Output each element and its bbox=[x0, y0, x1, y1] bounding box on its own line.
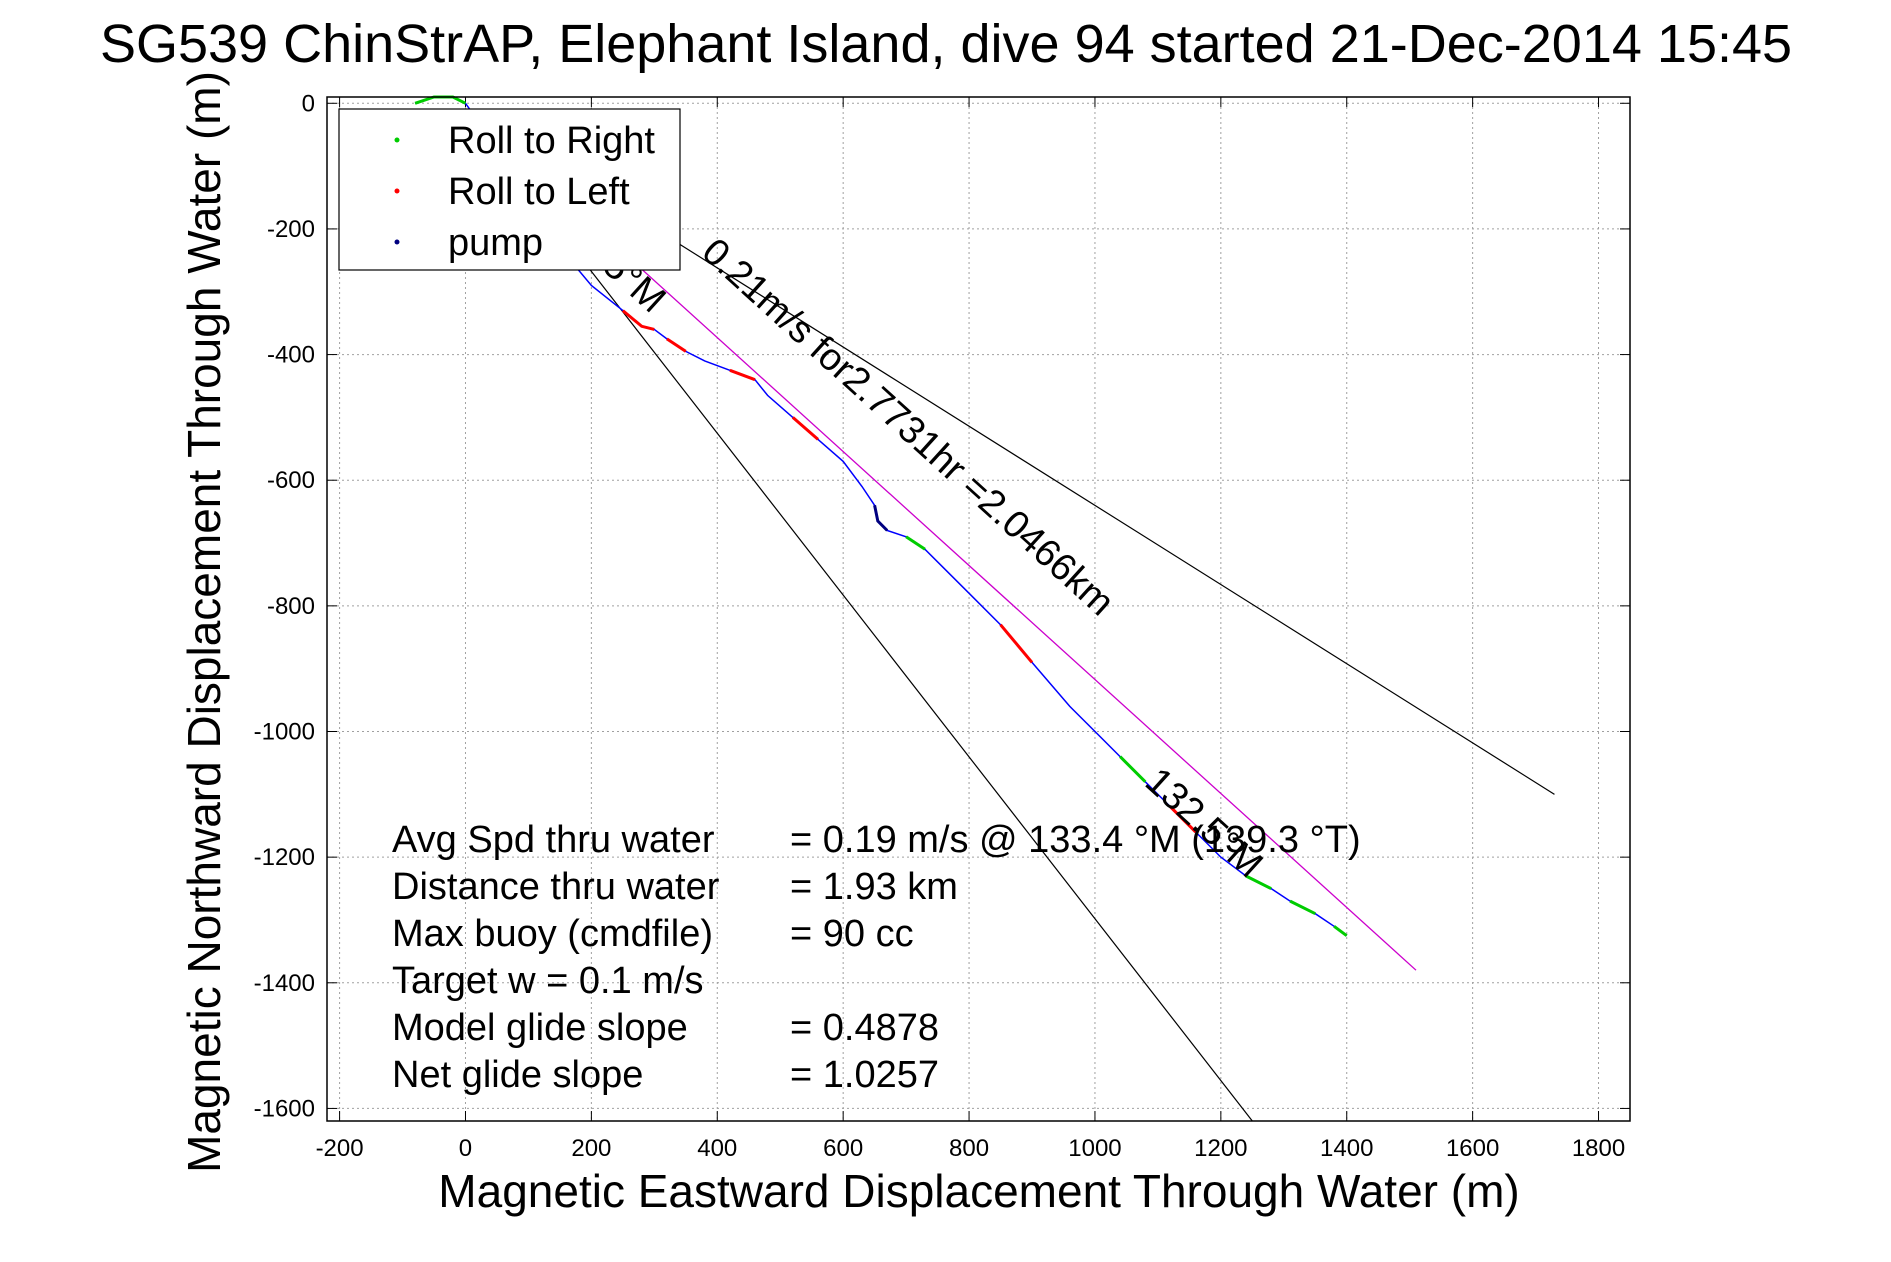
stats-value: = 0.4878 bbox=[790, 1007, 939, 1049]
x-tick-label: 1400 bbox=[1320, 1135, 1373, 1162]
roll-marker-segment bbox=[1333, 925, 1348, 937]
roll-marker-segment bbox=[1245, 874, 1272, 890]
roll-marker-segment bbox=[791, 416, 819, 441]
x-tick-label: 0 bbox=[459, 1135, 472, 1162]
x-tick-label: -200 bbox=[316, 1135, 364, 1162]
legend-marker bbox=[394, 137, 400, 143]
legend-marker bbox=[394, 239, 400, 245]
roll-marker-segment bbox=[666, 337, 687, 353]
x-tick-label: 600 bbox=[823, 1135, 863, 1162]
roll-marker-segment bbox=[873, 505, 889, 532]
y-tick-label: -600 bbox=[267, 467, 315, 494]
x-axis-label: Magnetic Eastward Displacement Through W… bbox=[438, 1165, 1519, 1217]
roll-marker-segment bbox=[1119, 755, 1147, 783]
plot-area-frame bbox=[326, 96, 1631, 1122]
roll-marker-segment bbox=[414, 95, 467, 105]
heading-distance-label: 0.21m/s for2.7731hr =2.0466km bbox=[694, 231, 1122, 625]
y-tick-label: -1000 bbox=[254, 719, 315, 746]
annotation-layer: 0.21m/s for2.7731hr =2.0466km132.5°M5°MA… bbox=[392, 231, 1361, 1096]
y-tick-label: -1600 bbox=[254, 1095, 315, 1122]
y-axis-label: Magnetic Northward Displacement Through … bbox=[178, 71, 230, 1173]
stats-value: = 0.19 m/s @ 133.4 °M (139.3 °T) bbox=[790, 819, 1361, 861]
y-tick-label: -1200 bbox=[254, 844, 315, 871]
legend-label: Roll to Right bbox=[448, 120, 655, 162]
x-tick-label: 1200 bbox=[1194, 1135, 1247, 1162]
y-tick-label: -200 bbox=[267, 216, 315, 243]
roll-marker-segment bbox=[905, 535, 926, 551]
roll-marker-segment bbox=[729, 368, 756, 382]
stats-label: Model glide slope bbox=[392, 1007, 688, 1049]
legend: Roll to Right Roll to Left pump bbox=[338, 108, 681, 271]
legend-marker bbox=[394, 188, 400, 194]
stats-value: = 1.93 km bbox=[790, 866, 958, 908]
x-tick-label: 200 bbox=[571, 1135, 611, 1162]
stats-value: = 1.0257 bbox=[790, 1054, 939, 1096]
y-tick-label: -400 bbox=[267, 342, 315, 369]
roll-marker-segment bbox=[621, 309, 655, 331]
stats-label: Distance thru water bbox=[392, 866, 720, 908]
legend-label: pump bbox=[448, 222, 543, 264]
roll-marker-segment bbox=[1289, 899, 1316, 916]
x-tick-label: 1000 bbox=[1068, 1135, 1121, 1162]
legend-label: Roll to Left bbox=[448, 171, 630, 213]
stats-label: Max buoy (cmdfile) bbox=[392, 913, 713, 955]
stats-label: Avg Spd thru water bbox=[392, 819, 715, 861]
x-tick-label: 800 bbox=[949, 1135, 989, 1162]
stats-label: Net glide slope bbox=[392, 1054, 643, 1096]
roll-marker-segment bbox=[999, 623, 1034, 664]
y-tick-label: -1400 bbox=[254, 970, 315, 997]
y-tick-label: 0 bbox=[302, 90, 315, 117]
stats-value: = 90 cc bbox=[790, 913, 914, 955]
x-tick-label: 1600 bbox=[1446, 1135, 1499, 1162]
stats-label: Target w = 0.1 m/s bbox=[392, 960, 704, 1002]
y-tick-label: -800 bbox=[267, 593, 315, 620]
tick-layer: -200 0 200 400 600 800 1000 1200 1400 1600 1800 0 -2… bbox=[254, 90, 1630, 1162]
roll-marker-segment bbox=[1169, 805, 1197, 834]
glide-envelope-line bbox=[465, 109, 1253, 1122]
x-tick-label: 400 bbox=[697, 1135, 737, 1162]
chart-title: SG539 ChinStrAP, Elephant Island, dive 9… bbox=[100, 14, 1792, 74]
x-tick-label: 1800 bbox=[1572, 1135, 1625, 1162]
